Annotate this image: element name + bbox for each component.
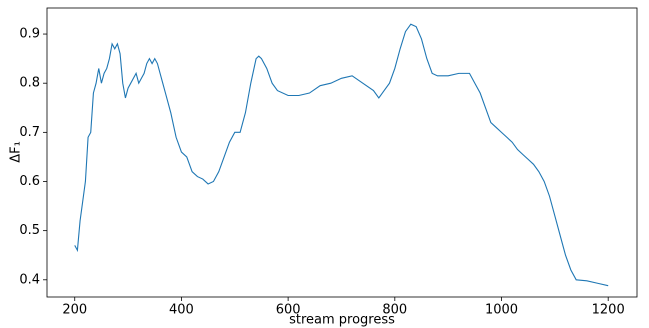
line-series [74,23,609,287]
x-tick-label: 400 [169,303,194,318]
y-tick-label: 0.7 [19,125,40,140]
y-tick-label: 0.8 [19,76,40,91]
y-tick-label: 0.5 [19,223,40,238]
x-tick-label: 600 [276,303,301,318]
x-axis-label: stream progress [289,313,395,328]
y-tick-label: 0.9 [19,27,40,42]
y-tick-label: 0.6 [19,174,40,189]
y-axis-label: ΔF₁ [9,141,24,163]
x-tick-label: 1000 [485,303,518,318]
x-tick-label: 1200 [592,303,625,318]
y-tick-label: 0.4 [19,272,40,287]
plot-frame [46,7,638,298]
x-tick-label: 800 [382,303,407,318]
x-tick-label: 200 [62,303,87,318]
